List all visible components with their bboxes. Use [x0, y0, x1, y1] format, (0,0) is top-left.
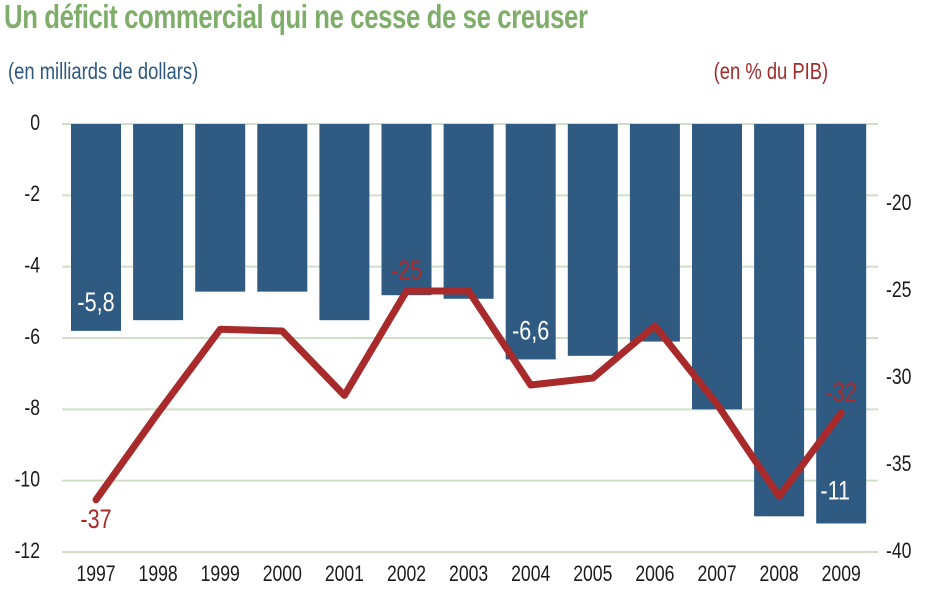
- left-axis-tick-label: -12: [15, 539, 40, 563]
- data-label: -11: [820, 476, 850, 506]
- data-label: -37: [80, 505, 111, 535]
- left-axis-tick-label: -8: [24, 396, 40, 420]
- left-axis-tick-label: 0: [30, 111, 40, 135]
- line-point: [218, 327, 222, 331]
- left-axis-unit-label: (en milliards de dollars): [8, 58, 199, 84]
- right-axis-tick-label: -40: [886, 539, 911, 563]
- x-axis-tick-label: 1999: [201, 562, 240, 586]
- x-axis-tick-label: 2005: [573, 562, 612, 586]
- x-axis-tick-label: 1997: [76, 562, 115, 586]
- line-point: [405, 289, 408, 293]
- line-point: [342, 393, 346, 397]
- bar: [133, 124, 184, 321]
- line-point: [156, 411, 160, 415]
- x-axis-tick-label: 2004: [511, 562, 550, 586]
- x-axis-tick-label: 2009: [822, 562, 861, 586]
- bar: [692, 124, 742, 410]
- chart-title: Un déficit commercial qui ne cesse de se…: [4, 0, 588, 35]
- left-axis-tick-label: -6: [24, 325, 40, 349]
- x-axis-tick-label: 2008: [760, 562, 799, 586]
- bar: [754, 124, 805, 517]
- left-axis-tick-label: -10: [15, 468, 40, 492]
- bar: [443, 124, 494, 299]
- right-axis-unit-label: (en % du PIB): [713, 58, 828, 84]
- line-point: [777, 494, 781, 498]
- x-axis-tick-label: 2003: [449, 562, 488, 586]
- data-label: -6,6: [512, 316, 549, 346]
- line-point: [715, 402, 719, 406]
- x-axis-tick-label: 2000: [263, 562, 302, 586]
- left-axis-tick-label: -4: [24, 254, 40, 278]
- bar: [71, 124, 121, 331]
- line-point: [591, 376, 595, 380]
- data-label: -5,8: [77, 288, 114, 318]
- line-point: [94, 498, 98, 502]
- line-point: [653, 324, 657, 328]
- data-label: -25: [391, 256, 422, 286]
- x-axis-tick-label: 2001: [325, 562, 364, 586]
- bar: [195, 124, 246, 292]
- data-label: -32: [826, 378, 857, 408]
- x-axis-tick-label: 2006: [635, 562, 674, 586]
- line-point: [280, 329, 284, 333]
- bar: [629, 124, 680, 342]
- right-axis-tick-label: -35: [886, 452, 911, 476]
- bar: [816, 124, 867, 524]
- bar: [505, 124, 556, 360]
- bar: [381, 124, 432, 296]
- line-point: [467, 289, 471, 293]
- right-axis-tick-label: -25: [886, 278, 911, 302]
- line-point: [529, 383, 533, 387]
- right-axis-tick-label: -20: [886, 191, 911, 215]
- x-axis-tick-label: 2002: [387, 562, 426, 586]
- line-point: [839, 411, 843, 415]
- bar: [567, 124, 618, 356]
- bar: [257, 124, 308, 292]
- x-axis-tick-label: 1998: [139, 562, 178, 586]
- bar: [319, 124, 370, 321]
- x-axis-tick-label: 2007: [697, 562, 736, 586]
- right-axis-tick-label: -30: [886, 365, 911, 389]
- left-axis-tick-label: -2: [24, 182, 40, 206]
